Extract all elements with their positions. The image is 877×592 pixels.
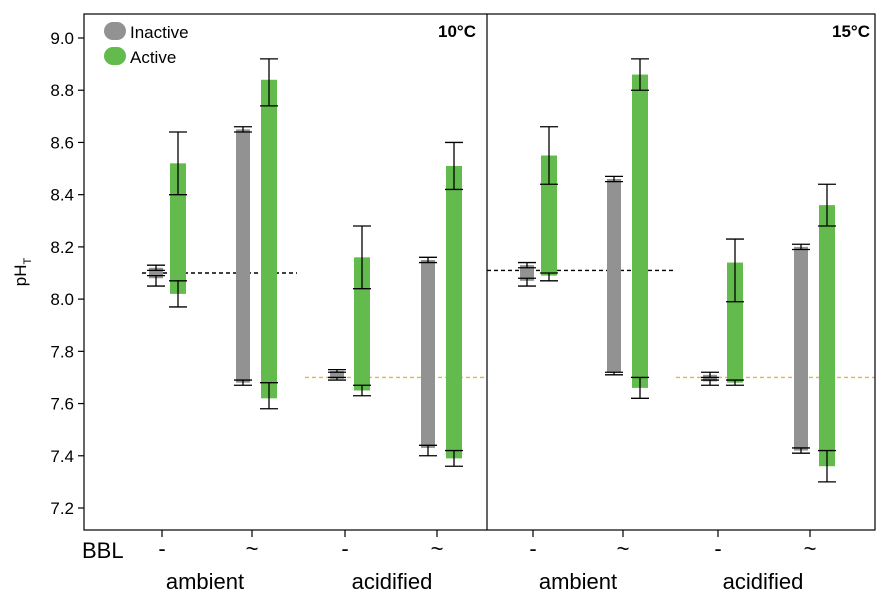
panel-title-15c: 15°C [832, 22, 870, 41]
y-tick-label: 7.6 [50, 395, 74, 414]
active-bar [727, 262, 743, 383]
y-axis-label-subscript: T [22, 258, 34, 265]
bbl-symbol: - [341, 536, 348, 561]
inactive-bar [794, 246, 808, 451]
bars-layer [149, 74, 835, 467]
inactive-bar [703, 374, 717, 382]
bbl-symbol: - [158, 536, 165, 561]
bbl-row-label: BBL [82, 538, 124, 563]
inactive-bar [149, 267, 163, 279]
active-bar [261, 79, 277, 399]
bbl-symbol: - [529, 536, 536, 561]
legend-swatch-inactive [104, 22, 126, 40]
panel-title-10c: 10°C [438, 22, 476, 41]
errorbars-layer [147, 58, 836, 483]
active-bar [632, 74, 648, 388]
inactive-bar [330, 370, 344, 379]
y-axis-label-text: pH [11, 265, 30, 287]
legend-label-inactive: Inactive [130, 23, 189, 42]
active-bar [446, 165, 462, 459]
legend: Inactive Active [104, 22, 189, 67]
group-label-ambient-15c: ambient [539, 569, 617, 592]
inactive-bar [236, 129, 250, 383]
y-tick-label: 8.2 [50, 238, 74, 257]
y-tick-label: 8.4 [50, 186, 74, 205]
y-tick-label: 7.8 [50, 342, 74, 361]
active-bar [819, 205, 835, 467]
y-axis: 7.2 7.4 7.6 7.8 8.0 8.2 8.4 8.6 8.8 9.0 [50, 29, 84, 518]
y-tick-label: 8.8 [50, 81, 74, 100]
bbl-symbol: ~ [617, 536, 630, 561]
y-axis-label: pHT [11, 258, 34, 287]
group-label-acidified-10c: acidified [352, 569, 433, 592]
y-tick-label: 8.0 [50, 290, 74, 309]
grid-layer [142, 269, 875, 379]
y-tick-label: 7.4 [50, 447, 74, 466]
y-tick-label: 7.2 [50, 499, 74, 518]
inactive-bar [421, 259, 435, 448]
bbl-symbol: ~ [804, 536, 817, 561]
active-bar [170, 163, 186, 294]
y-tick-label: 8.6 [50, 133, 74, 152]
active-bar [354, 257, 370, 391]
y-tick-label: 9.0 [50, 29, 74, 48]
bbl-symbol: ~ [431, 536, 444, 561]
x-axis: - ~ - ~ - ~ - ~ [158, 530, 816, 561]
inactive-bar [520, 265, 534, 281]
plot-frame [83, 13, 876, 531]
svg-text:pHT: pHT [11, 258, 34, 287]
group-label-acidified-15c: acidified [723, 569, 804, 592]
active-bar [541, 155, 557, 276]
legend-label-active: Active [130, 48, 176, 67]
group-label-ambient-10c: ambient [166, 569, 244, 592]
legend-swatch-active [104, 47, 126, 65]
bbl-symbol: ~ [246, 536, 259, 561]
inactive-bar [607, 179, 621, 373]
bbl-symbol: - [714, 536, 721, 561]
